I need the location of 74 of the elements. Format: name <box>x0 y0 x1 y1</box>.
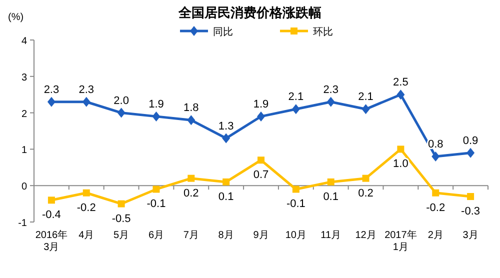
point <box>222 178 230 186</box>
data-label: 1.9 <box>148 98 164 110</box>
point <box>82 96 90 107</box>
x-tick-label: 7月 <box>183 230 199 241</box>
point <box>396 90 405 100</box>
data-label: 0.2 <box>184 187 199 200</box>
data-label: 1.3 <box>218 120 234 132</box>
data-label: -0.4 <box>42 209 61 222</box>
point <box>258 156 264 164</box>
data-label: 2.3 <box>78 84 94 96</box>
point <box>117 108 126 118</box>
data-label: 2.5 <box>393 76 408 89</box>
y-tick-label: 0 <box>21 182 28 193</box>
point <box>292 104 300 114</box>
x-tick-label: 10月 <box>285 230 306 241</box>
y-tick-label: 1 <box>21 145 28 156</box>
data-label: 2.1 <box>288 91 304 104</box>
x-tick-label: 6月 <box>148 230 164 241</box>
point <box>48 196 55 204</box>
data-label: 0.7 <box>253 169 269 182</box>
point <box>152 186 160 193</box>
point <box>152 111 160 122</box>
point <box>47 96 56 107</box>
data-label: -0.2 <box>76 202 96 214</box>
data-label: -0.1 <box>146 198 166 210</box>
data-label: 0.1 <box>218 190 234 203</box>
x-tick-label: 12月 <box>355 230 376 241</box>
point <box>187 115 196 126</box>
data-label: 1.0 <box>393 158 408 170</box>
data-label: 2.3 <box>323 84 338 96</box>
data-label: 2.3 <box>44 84 60 96</box>
point <box>432 151 440 162</box>
x-tick-label: 3月 <box>462 230 478 241</box>
point <box>466 148 475 158</box>
point <box>327 178 334 186</box>
y-axis-title: (%) <box>8 12 24 23</box>
data-label: 0.9 <box>462 134 478 147</box>
data-label: -0.1 <box>286 198 306 210</box>
point <box>362 174 370 182</box>
legend-label: 同比 <box>213 26 233 38</box>
y-tick-label: 3 <box>21 72 28 84</box>
point <box>326 96 335 107</box>
x-tick-label: 8月 <box>218 230 234 241</box>
data-label: -0.5 <box>112 212 131 225</box>
x-tick-label: 9月 <box>253 230 269 241</box>
point <box>82 189 90 196</box>
x-tick-label: 4月 <box>78 230 94 241</box>
x-tick-label: 2017年 1月 <box>384 229 417 253</box>
point <box>467 193 474 200</box>
point <box>432 189 440 196</box>
y-tick-label: 2 <box>21 108 28 120</box>
point <box>397 146 404 153</box>
data-label: -0.2 <box>426 202 446 214</box>
point <box>222 133 230 144</box>
x-tick-label: 2016年 3月 <box>35 229 68 253</box>
y-tick-label: -1 <box>18 218 28 229</box>
point <box>188 174 195 182</box>
data-label: 2.1 <box>358 91 374 104</box>
point <box>118 200 125 208</box>
chart-title: 全国居民消费价格涨跌幅 <box>178 5 322 20</box>
data-label: 1.9 <box>253 98 269 110</box>
point <box>257 111 265 122</box>
x-tick-label: 11月 <box>320 230 342 241</box>
data-label: 0.2 <box>358 187 374 200</box>
point <box>292 186 300 193</box>
legend-label: 环比 <box>313 26 333 38</box>
point <box>362 104 370 114</box>
y-tick-label: 4 <box>21 36 28 47</box>
x-tick-label: 5月 <box>114 230 130 241</box>
x-tick-label: 2月 <box>428 230 444 241</box>
data-label: -0.3 <box>461 206 480 218</box>
data-label: 2.0 <box>114 94 129 107</box>
data-label: 0.1 <box>323 190 338 203</box>
data-label: 1.8 <box>184 102 199 114</box>
